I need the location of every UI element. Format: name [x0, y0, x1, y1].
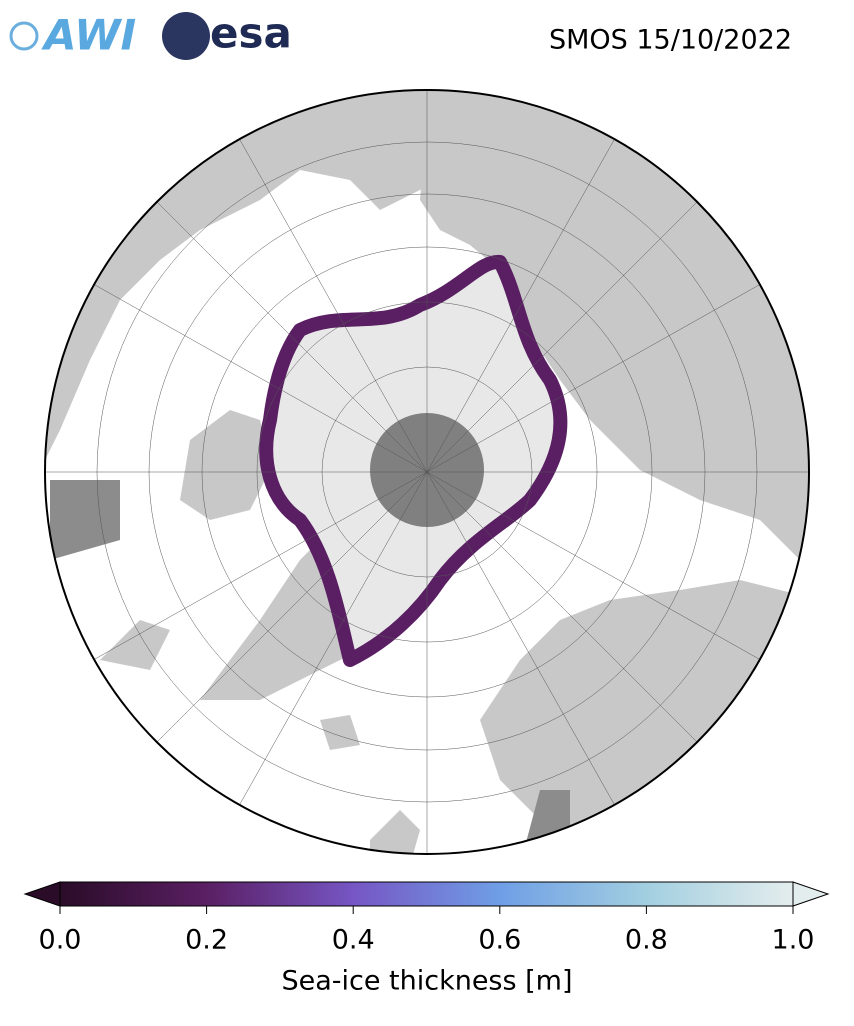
colorbar-tick-label: 0.0	[39, 925, 82, 956]
logo-esa: esa	[162, 9, 292, 60]
no-data	[50, 480, 120, 560]
colorbar-extend-min	[23, 881, 61, 907]
map-title: SMOS 15/10/2022	[549, 25, 792, 56]
logo-awi: AWI	[9, 11, 136, 60]
colorbar-tick-label: 0.4	[332, 925, 375, 956]
colorbar: Sea-ice thickness [m] 0.0 0.2 0.4 0.6 0.8 1.0	[23, 881, 830, 997]
colorbar-extend-max	[792, 881, 830, 907]
map-frame	[44, 89, 810, 855]
colorbar-tick-label: 0.8	[625, 925, 668, 956]
logo-text: AWI	[41, 11, 136, 60]
logo-text: esa	[210, 9, 292, 58]
colorbar-scale	[59, 881, 794, 907]
colorbar-label: Sea-ice thickness [m]	[281, 966, 572, 997]
colorbar-tick-label: 0.2	[185, 925, 228, 956]
colorbar-tick-label: 0.6	[478, 925, 521, 956]
colorbar-tick-label: 1.0	[772, 925, 815, 956]
graticule	[45, 90, 809, 854]
